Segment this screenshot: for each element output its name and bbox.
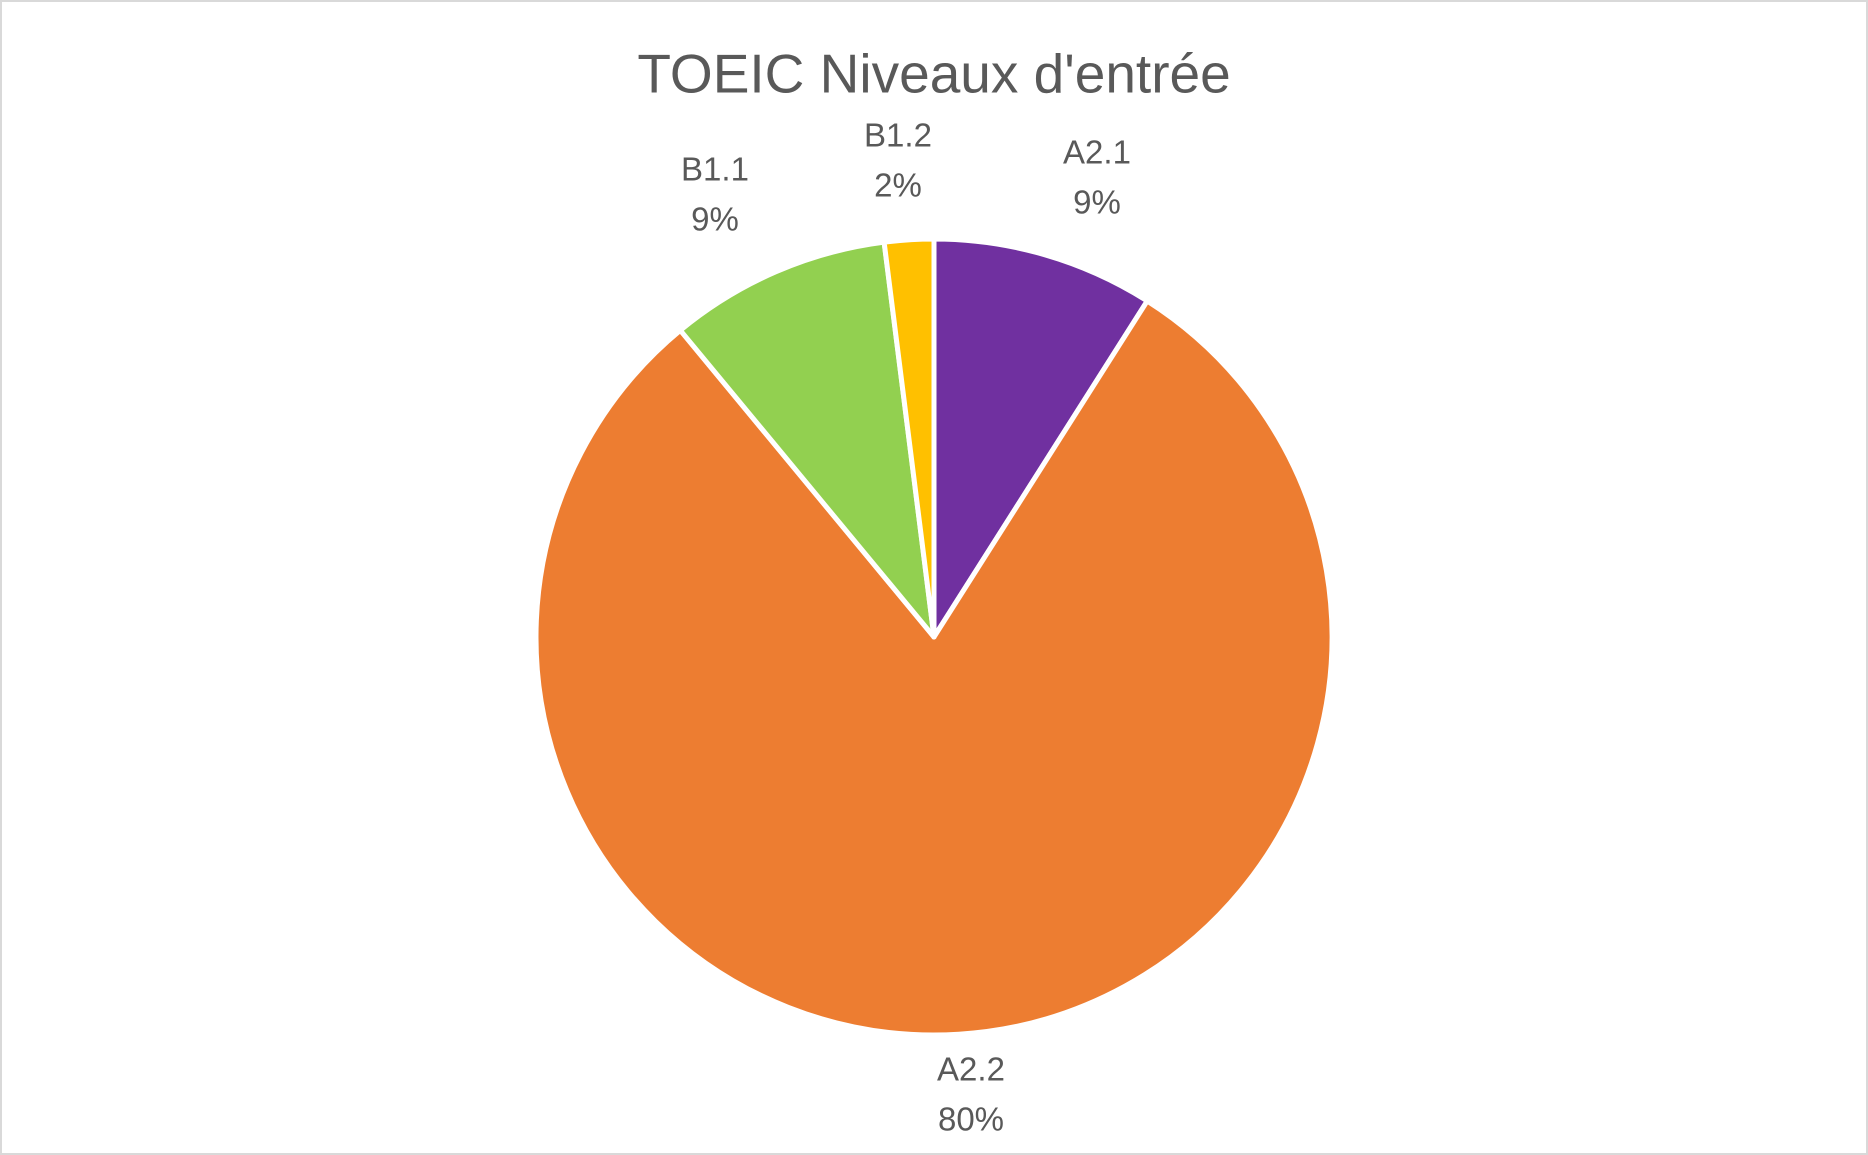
slice-value-label: 9%	[691, 201, 739, 238]
slice-value-label: 80%	[938, 1101, 1004, 1138]
slice-category-label: B1.1	[681, 151, 749, 188]
slice-category-label: B1.2	[864, 117, 932, 154]
slice-value-label: 2%	[874, 167, 922, 204]
slice-category-label: A2.2	[937, 1051, 1005, 1088]
pie-slice	[881, 236, 937, 640]
pie-slice	[677, 239, 937, 640]
chart-title: TOEIC Niveaux d'entrée	[637, 43, 1230, 105]
pie-slice	[533, 298, 1335, 1038]
slice-value-label: 9%	[1073, 184, 1121, 221]
pie-slice	[931, 236, 1150, 640]
slice-category-label: A2.1	[1063, 134, 1131, 171]
